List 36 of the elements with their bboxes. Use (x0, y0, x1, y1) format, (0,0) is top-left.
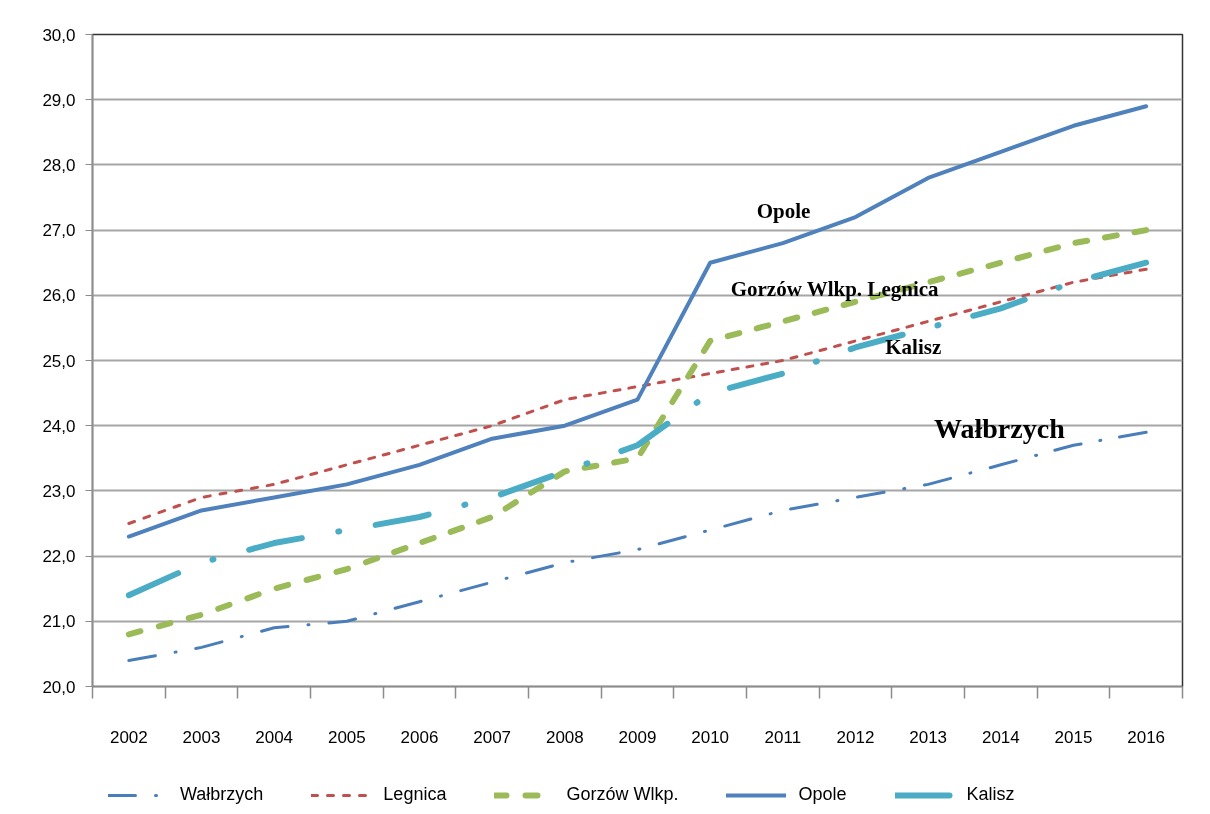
legend-label: Kalisz (966, 784, 1015, 805)
y-tick-label: 28,0 (42, 155, 76, 175)
x-tick-label: 2012 (836, 727, 875, 747)
annotation: Opole (756, 198, 811, 223)
x-tick-label: 2003 (182, 727, 221, 747)
y-tick-label: 25,0 (42, 351, 76, 371)
y-tick-label: 24,0 (42, 416, 76, 436)
x-tick-label: 2006 (400, 727, 439, 747)
x-tick-label: 2011 (764, 727, 802, 747)
x-tick-label: 2015 (1054, 727, 1093, 747)
annotation: Wałbrzych (934, 413, 1066, 445)
line-series (127, 267, 1148, 525)
y-tick-label: 22,0 (42, 547, 76, 567)
x-tick-label: 2014 (981, 727, 1020, 747)
legend-label: Opole (798, 784, 847, 805)
line-series (126, 104, 1149, 539)
y-tick-label: 30,0 (42, 25, 76, 45)
x-tick-label: 2002 (109, 727, 148, 747)
legend-label: Wałbrzych (180, 784, 264, 805)
annotation: Kalisz (885, 335, 942, 360)
y-tick-label: 26,0 (42, 286, 76, 306)
y-tick-label: 27,0 (42, 221, 76, 241)
y-tick-label: 20,0 (42, 677, 76, 697)
x-tick-label: 2010 (691, 727, 730, 747)
legend-label: Gorzów Wlkp. (566, 784, 679, 805)
y-tick-label: 21,0 (42, 612, 76, 632)
x-tick-label: 2013 (909, 727, 948, 747)
x-tick-label: 2016 (1127, 727, 1166, 747)
y-tick-label: 29,0 (42, 90, 76, 110)
x-tick-label: 2009 (618, 727, 657, 747)
x-tick-label: 2008 (545, 727, 584, 747)
y-tick-label: 23,0 (42, 481, 76, 501)
legend-label: Legnica (383, 784, 447, 805)
x-tick-label: 2005 (327, 727, 366, 747)
x-tick-label: 2007 (473, 727, 512, 747)
x-tick-label: 2004 (255, 727, 294, 747)
